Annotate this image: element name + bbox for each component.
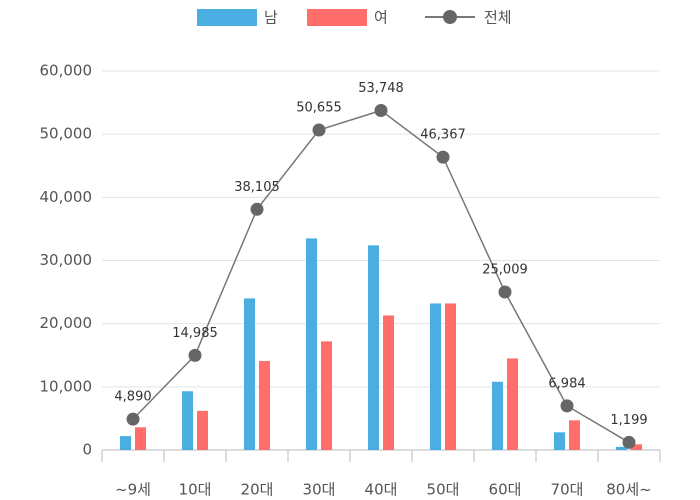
- bar: [244, 298, 255, 450]
- value-label: 46,367: [420, 128, 466, 143]
- bar: [135, 427, 146, 450]
- line-point: [250, 202, 264, 216]
- legend-swatch: [197, 9, 257, 26]
- value-label: 1,199: [610, 413, 647, 428]
- x-tick-label: 30대: [303, 481, 336, 499]
- y-tick-label: 60,000: [40, 62, 93, 80]
- line-point: [188, 348, 202, 362]
- value-label: 50,655: [296, 101, 342, 116]
- x-tick-label: 80세~: [606, 481, 651, 499]
- line: [132, 109, 630, 444]
- y-tick-label: 50,000: [40, 125, 93, 143]
- legend-label: 여: [374, 9, 388, 27]
- bar: [182, 391, 193, 450]
- y-tick-label: 20,000: [40, 314, 93, 332]
- y-tick-label: 40,000: [40, 188, 93, 206]
- legend-label: 남: [264, 9, 278, 27]
- bar: [197, 410, 208, 450]
- legend-swatch: [443, 10, 457, 24]
- line-point: [436, 150, 450, 164]
- bar: [259, 360, 270, 450]
- bar: [383, 315, 394, 450]
- bar: [569, 420, 580, 450]
- value-label: 14,985: [172, 326, 218, 341]
- line-point: [498, 285, 512, 299]
- line-point: [312, 123, 326, 137]
- bar: [554, 432, 565, 450]
- bar: [507, 358, 518, 450]
- line-point: [622, 435, 636, 449]
- line-point: [126, 412, 140, 426]
- y-tick-label: 0: [82, 441, 92, 459]
- bar: [430, 303, 441, 450]
- value-label: 25,009: [482, 263, 528, 278]
- bar: [321, 341, 332, 450]
- bar: [306, 238, 317, 450]
- x-tick-label: 40대: [365, 481, 398, 499]
- x-tick-label: 50대: [427, 481, 460, 499]
- bar: [616, 446, 627, 450]
- bar: [445, 303, 456, 450]
- value-label: 4,890: [114, 390, 151, 405]
- value-label: 53,748: [358, 81, 404, 96]
- bar: [631, 444, 642, 450]
- y-tick-label: 10,000: [40, 377, 93, 395]
- bar: [368, 245, 379, 450]
- value-label: 6,984: [548, 376, 585, 391]
- value-label: 38,105: [234, 180, 280, 195]
- legend-label: 전체: [484, 9, 512, 27]
- bar: [492, 381, 503, 450]
- x-tick-label: 10대: [179, 481, 212, 499]
- bar: [120, 436, 131, 450]
- line-point: [374, 103, 388, 117]
- x-tick-label: 60대: [489, 481, 522, 499]
- x-tick-label: 20대: [241, 481, 274, 499]
- y-tick-label: 30,000: [40, 251, 93, 269]
- x-tick-label: ~9세: [115, 481, 151, 499]
- legend-swatch: [307, 9, 367, 26]
- x-tick-label: 70대: [551, 481, 584, 499]
- line-point: [560, 399, 574, 413]
